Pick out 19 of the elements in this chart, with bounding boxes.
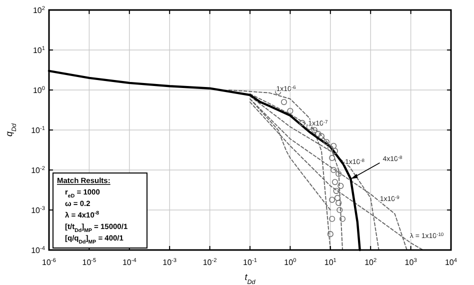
x-tick-label: 10$^{-5}$ [82, 258, 96, 267]
x-tick-label: 10$^{2}$ [364, 258, 377, 267]
y-tick-label: 10$^{-2}$ [31, 166, 45, 175]
y-tick-label: 10$^{2}$ [32, 6, 45, 15]
x-axis-title: t$_{Dd}$ [244, 272, 256, 285]
y-tick-label: 10$^{-4}$ [31, 246, 45, 255]
x-tick-label: 10$^{-6}$ [42, 258, 56, 267]
y-tick-label: 10$^{0}$ [32, 86, 45, 95]
x-tick-label: 10$^{1}$ [324, 258, 336, 267]
y-tick-label: 10$^{-3}$ [31, 206, 45, 215]
x-tick-label: 10$^{-3}$ [162, 258, 177, 267]
x-tick-label: 10$^{-2}$ [202, 258, 217, 267]
x-tick-label: 10$^{-1}$ [243, 258, 257, 267]
x-tick-label: 10$^{-4}$ [122, 258, 136, 267]
x-tick-label: 10$^{0}$ [284, 258, 296, 267]
y-tick-label: 10$^{-1}$ [31, 126, 45, 135]
x-tick-label: 10$^{4}$ [444, 258, 458, 267]
y-tick-label: 10$^{1}$ [32, 46, 45, 55]
x-tick-label: 10$^{3}$ [404, 258, 417, 267]
